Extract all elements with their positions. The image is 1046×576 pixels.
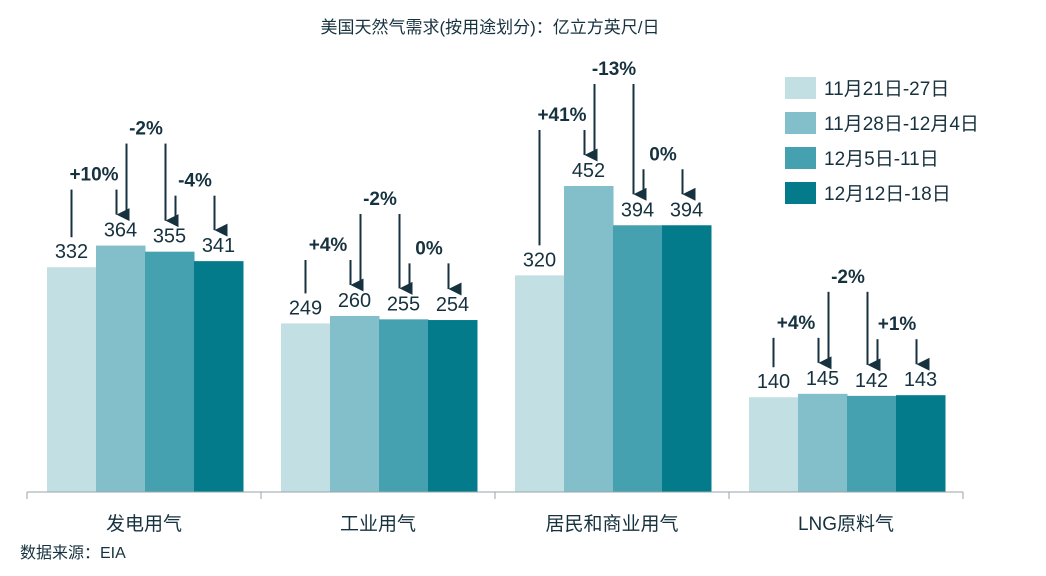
data-label: 142 — [855, 370, 888, 392]
legend-swatch — [785, 182, 816, 204]
change-label: -2% — [363, 189, 397, 210]
bar — [47, 267, 97, 492]
bar — [145, 251, 195, 492]
data-label: 452 — [572, 160, 605, 182]
legend-swatch — [785, 112, 816, 134]
legend-swatch — [785, 147, 816, 169]
legend-label: 11月28日-12月4日 — [824, 114, 979, 135]
change-label: 0% — [649, 144, 677, 165]
category-label: 工业用气 — [340, 513, 416, 535]
data-label: 364 — [104, 220, 137, 242]
data-label: 249 — [289, 297, 322, 319]
bar — [96, 245, 146, 492]
bar — [515, 275, 565, 492]
change-label: +4% — [777, 313, 816, 334]
bar — [194, 261, 244, 492]
bar — [749, 397, 799, 492]
bar — [847, 395, 897, 492]
bar — [281, 323, 331, 492]
change-label: 0% — [415, 238, 443, 259]
data-label: 143 — [904, 369, 937, 391]
change-label: -2% — [129, 119, 163, 140]
legend-label: 12月12日-18日 — [824, 184, 951, 205]
data-label: 332 — [55, 241, 88, 263]
bar — [564, 185, 614, 492]
data-label: 394 — [621, 199, 654, 221]
category-label: LNG原料气 — [798, 513, 894, 535]
data-label: 145 — [806, 368, 839, 390]
change-label: +4% — [309, 235, 348, 256]
bar — [330, 315, 380, 492]
change-label: +1% — [878, 314, 917, 335]
bar — [896, 395, 946, 492]
data-label: 394 — [670, 199, 703, 221]
category-label: 居民和商业用气 — [545, 513, 678, 535]
bar — [798, 393, 848, 492]
legend-label: 11月21日-27日 — [824, 79, 949, 100]
data-label: 254 — [436, 294, 469, 316]
data-label: 255 — [387, 293, 420, 315]
data-label: 341 — [202, 235, 235, 257]
legend-label: 12月5日-11日 — [824, 149, 939, 170]
change-label: -4% — [178, 171, 212, 192]
bar — [662, 225, 712, 492]
change-label: -2% — [831, 267, 865, 288]
bar — [428, 320, 478, 492]
data-label: 355 — [153, 226, 186, 248]
chart-title: 美国天然气需求(按用途划分)：亿立方英尺/日 — [320, 18, 659, 37]
change-label: +41% — [537, 105, 586, 126]
change-label: -13% — [592, 59, 636, 80]
change-label: +10% — [69, 165, 118, 186]
source-note: 数据来源：EIA — [20, 544, 126, 562]
data-label: 320 — [523, 249, 556, 271]
bar — [613, 225, 663, 492]
data-label: 260 — [338, 290, 371, 312]
data-label: 140 — [757, 371, 790, 393]
bar — [379, 319, 429, 492]
category-label: 发电用气 — [106, 513, 182, 535]
legend-swatch — [785, 77, 816, 99]
